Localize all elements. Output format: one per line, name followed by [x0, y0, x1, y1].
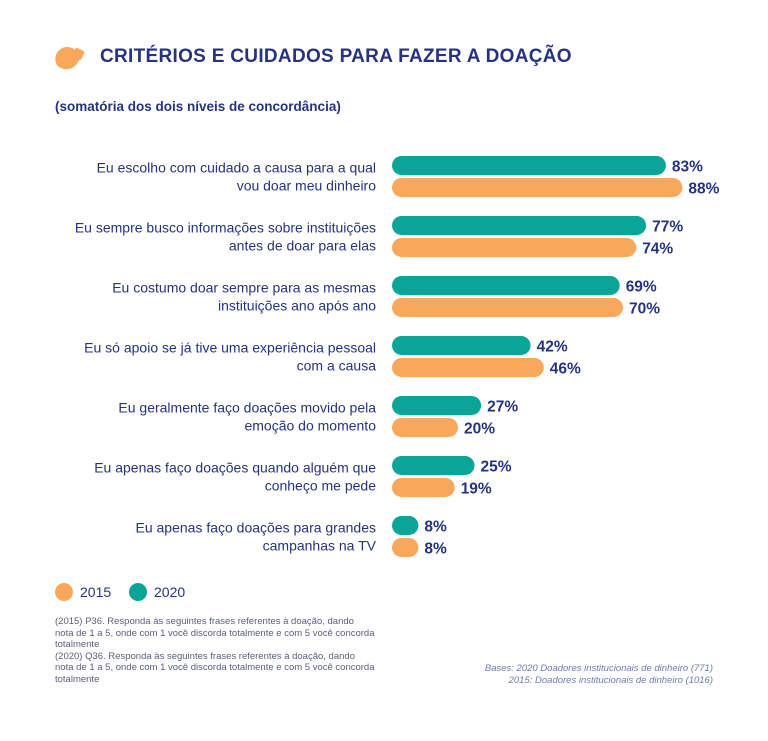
bar-2015 [392, 178, 683, 197]
category-label: conheço me pede [265, 478, 377, 494]
bar-2020 [392, 336, 531, 355]
bar-2020 [392, 156, 666, 175]
legend-swatch-2015 [55, 583, 73, 601]
bar-2015 [392, 538, 419, 557]
footnotes: (2015) P36. Responda às seguintes frases… [55, 616, 375, 685]
category-label: Eu apenas faço doações para grandes [135, 520, 376, 536]
data-label-2020: 77% [652, 219, 683, 236]
category-label: Eu escolho com cuidado a causa para a qu… [97, 160, 376, 176]
bar-2015 [392, 238, 637, 257]
footnote-2015: (2015) P36. Responda às seguintes frases… [55, 616, 375, 650]
data-label-2015: 8% [424, 541, 447, 558]
data-label-2020: 69% [626, 279, 657, 296]
category-label: Eu costumo doar sempre para as mesmas [112, 280, 376, 296]
legend-label-2015: 2015 [80, 584, 112, 600]
footnote-2020: (2020) Q36. Responda às seguintes frases… [55, 650, 375, 685]
bar-2015 [392, 358, 544, 377]
bar-2015 [392, 478, 455, 497]
data-label-2020: 27% [487, 399, 518, 416]
category-label: Eu só apoio se já tive uma experiência p… [84, 340, 376, 356]
category-label: campanhas na TV [263, 538, 377, 554]
bar-chart: Eu escolho com cuidado a causa para a qu… [75, 156, 720, 558]
data-label-2015: 19% [461, 481, 492, 498]
chart-subtitle: (somatória dos dois níveis de concordânc… [55, 99, 341, 114]
bases-line-2015: 2015: Doadores institucionais de dinheir… [508, 675, 713, 686]
data-label-2020: 25% [481, 459, 512, 476]
data-label-2015: 88% [688, 181, 719, 198]
category-label: Eu apenas faço doações quando alguém que [94, 460, 376, 476]
legend-item-2015: 2015 [55, 583, 111, 601]
bases-line-2020: Bases: 2020 Doadores institucionais de d… [484, 663, 713, 674]
bar-2015 [392, 418, 458, 437]
data-label-2020: 8% [424, 519, 447, 536]
bar-2020 [392, 276, 620, 295]
data-label-2015: 70% [629, 301, 660, 318]
sample-bases: Bases: 2020 Doadores institucionais de d… [485, 663, 713, 687]
bar-2020 [392, 516, 419, 535]
category-label: instituições ano após ano [218, 298, 376, 314]
data-label-2015: 20% [464, 421, 495, 438]
legend-item-2020: 2020 [129, 583, 185, 601]
chart-title: CRITÉRIOS E CUIDADOS PARA FAZER A DOAÇÃO [100, 46, 572, 67]
bar-2015 [392, 298, 623, 317]
category-label: Eu sempre busco informações sobre instit… [75, 220, 376, 236]
bar-2020 [392, 396, 482, 415]
legend-swatch-2020 [129, 583, 147, 601]
bar-2020 [392, 216, 647, 235]
bar-2020 [392, 456, 475, 475]
category-label: vou doar meu dinheiro [237, 178, 377, 194]
category-label: antes de doar para elas [229, 238, 376, 254]
category-label: emoção do momento [244, 418, 376, 434]
data-label-2020: 42% [537, 339, 568, 356]
data-label-2020: 83% [672, 159, 703, 176]
data-label-2015: 46% [550, 361, 581, 378]
data-label-2015: 74% [642, 241, 673, 258]
category-label: com a causa [297, 358, 377, 374]
legend-label-2020: 2020 [154, 584, 186, 600]
category-label: Eu geralmente faço doações movido pela [118, 400, 376, 416]
